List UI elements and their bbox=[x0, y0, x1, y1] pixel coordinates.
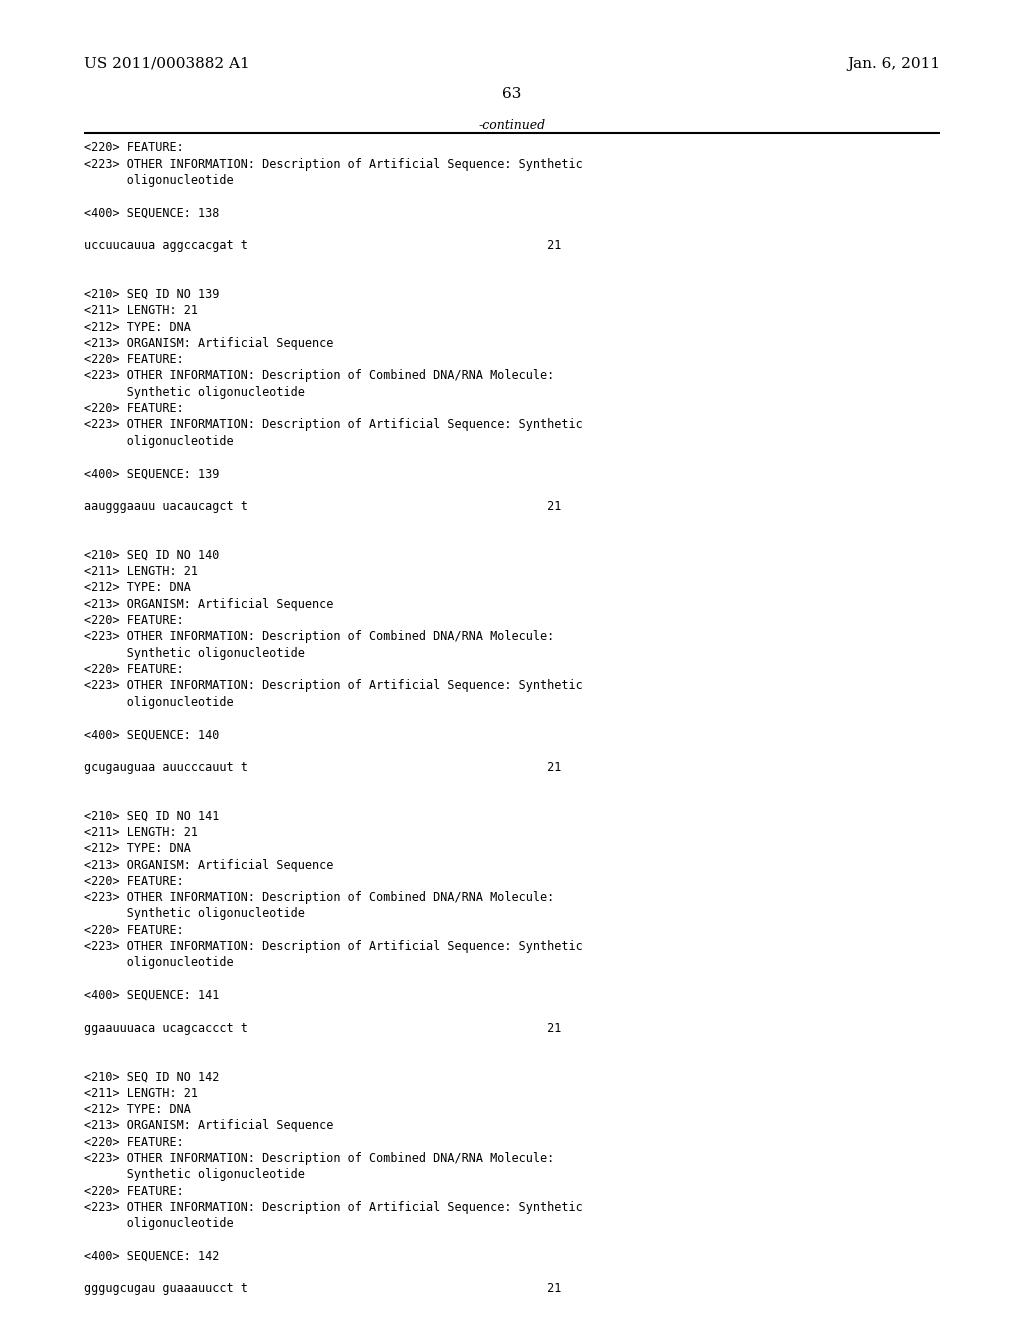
Text: <212> TYPE: DNA: <212> TYPE: DNA bbox=[84, 321, 190, 334]
Text: Jan. 6, 2011: Jan. 6, 2011 bbox=[847, 57, 940, 71]
Text: <223> OTHER INFORMATION: Description of Artificial Sequence: Synthetic: <223> OTHER INFORMATION: Description of … bbox=[84, 940, 583, 953]
Text: <220> FEATURE:: <220> FEATURE: bbox=[84, 614, 183, 627]
Text: <211> LENGTH: 21: <211> LENGTH: 21 bbox=[84, 1086, 198, 1100]
Text: <210> SEQ ID NO 142: <210> SEQ ID NO 142 bbox=[84, 1071, 219, 1084]
Text: -continued: -continued bbox=[478, 119, 546, 132]
Text: <223> OTHER INFORMATION: Description of Artificial Sequence: Synthetic: <223> OTHER INFORMATION: Description of … bbox=[84, 1201, 583, 1214]
Text: <213> ORGANISM: Artificial Sequence: <213> ORGANISM: Artificial Sequence bbox=[84, 1119, 334, 1133]
Text: <211> LENGTH: 21: <211> LENGTH: 21 bbox=[84, 826, 198, 840]
Text: ggaauuuaca ucagcaccct t                                          21: ggaauuuaca ucagcaccct t 21 bbox=[84, 1022, 561, 1035]
Text: <220> FEATURE:: <220> FEATURE: bbox=[84, 663, 183, 676]
Text: <220> FEATURE:: <220> FEATURE: bbox=[84, 354, 183, 366]
Text: <212> TYPE: DNA: <212> TYPE: DNA bbox=[84, 581, 190, 594]
Text: <220> FEATURE:: <220> FEATURE: bbox=[84, 1184, 183, 1197]
Text: <223> OTHER INFORMATION: Description of Combined DNA/RNA Molecule:: <223> OTHER INFORMATION: Description of … bbox=[84, 891, 554, 904]
Text: <213> ORGANISM: Artificial Sequence: <213> ORGANISM: Artificial Sequence bbox=[84, 337, 334, 350]
Text: <223> OTHER INFORMATION: Description of Artificial Sequence: Synthetic: <223> OTHER INFORMATION: Description of … bbox=[84, 157, 583, 170]
Text: <223> OTHER INFORMATION: Description of Combined DNA/RNA Molecule:: <223> OTHER INFORMATION: Description of … bbox=[84, 370, 554, 383]
Text: oligonucleotide: oligonucleotide bbox=[84, 1217, 233, 1230]
Text: <400> SEQUENCE: 141: <400> SEQUENCE: 141 bbox=[84, 989, 219, 1002]
Text: <220> FEATURE:: <220> FEATURE: bbox=[84, 924, 183, 937]
Text: Synthetic oligonucleotide: Synthetic oligonucleotide bbox=[84, 907, 305, 920]
Text: <213> ORGANISM: Artificial Sequence: <213> ORGANISM: Artificial Sequence bbox=[84, 598, 334, 611]
Text: <211> LENGTH: 21: <211> LENGTH: 21 bbox=[84, 304, 198, 317]
Text: <210> SEQ ID NO 140: <210> SEQ ID NO 140 bbox=[84, 549, 219, 562]
Text: gcugauguaa auucccauut t                                          21: gcugauguaa auucccauut t 21 bbox=[84, 760, 561, 774]
Text: <220> FEATURE:: <220> FEATURE: bbox=[84, 875, 183, 888]
Text: <212> TYPE: DNA: <212> TYPE: DNA bbox=[84, 842, 190, 855]
Text: oligonucleotide: oligonucleotide bbox=[84, 174, 233, 187]
Text: 63: 63 bbox=[503, 87, 521, 102]
Text: <220> FEATURE:: <220> FEATURE: bbox=[84, 403, 183, 414]
Text: aaugggaauu uacaucagct t                                          21: aaugggaauu uacaucagct t 21 bbox=[84, 500, 561, 513]
Text: oligonucleotide: oligonucleotide bbox=[84, 956, 233, 969]
Text: Synthetic oligonucleotide: Synthetic oligonucleotide bbox=[84, 1168, 305, 1181]
Text: US 2011/0003882 A1: US 2011/0003882 A1 bbox=[84, 57, 250, 71]
Text: gggugcugau guaaauucct t                                          21: gggugcugau guaaauucct t 21 bbox=[84, 1283, 561, 1295]
Text: uccuucauua aggccacgat t                                          21: uccuucauua aggccacgat t 21 bbox=[84, 239, 561, 252]
Text: <212> TYPE: DNA: <212> TYPE: DNA bbox=[84, 1104, 190, 1115]
Text: <220> FEATURE:: <220> FEATURE: bbox=[84, 1135, 183, 1148]
Text: Synthetic oligonucleotide: Synthetic oligonucleotide bbox=[84, 647, 305, 660]
Text: <211> LENGTH: 21: <211> LENGTH: 21 bbox=[84, 565, 198, 578]
Text: <400> SEQUENCE: 140: <400> SEQUENCE: 140 bbox=[84, 729, 219, 741]
Text: <400> SEQUENCE: 139: <400> SEQUENCE: 139 bbox=[84, 467, 219, 480]
Text: <210> SEQ ID NO 139: <210> SEQ ID NO 139 bbox=[84, 288, 219, 301]
Text: oligonucleotide: oligonucleotide bbox=[84, 434, 233, 447]
Text: <213> ORGANISM: Artificial Sequence: <213> ORGANISM: Artificial Sequence bbox=[84, 858, 334, 871]
Text: oligonucleotide: oligonucleotide bbox=[84, 696, 233, 709]
Text: <223> OTHER INFORMATION: Description of Combined DNA/RNA Molecule:: <223> OTHER INFORMATION: Description of … bbox=[84, 631, 554, 643]
Text: <400> SEQUENCE: 138: <400> SEQUENCE: 138 bbox=[84, 206, 219, 219]
Text: Synthetic oligonucleotide: Synthetic oligonucleotide bbox=[84, 385, 305, 399]
Text: <223> OTHER INFORMATION: Description of Artificial Sequence: Synthetic: <223> OTHER INFORMATION: Description of … bbox=[84, 418, 583, 432]
Text: <210> SEQ ID NO 141: <210> SEQ ID NO 141 bbox=[84, 809, 219, 822]
Text: <400> SEQUENCE: 142: <400> SEQUENCE: 142 bbox=[84, 1250, 219, 1263]
Text: <220> FEATURE:: <220> FEATURE: bbox=[84, 141, 183, 154]
Text: <223> OTHER INFORMATION: Description of Artificial Sequence: Synthetic: <223> OTHER INFORMATION: Description of … bbox=[84, 680, 583, 692]
Text: <223> OTHER INFORMATION: Description of Combined DNA/RNA Molecule:: <223> OTHER INFORMATION: Description of … bbox=[84, 1152, 554, 1166]
